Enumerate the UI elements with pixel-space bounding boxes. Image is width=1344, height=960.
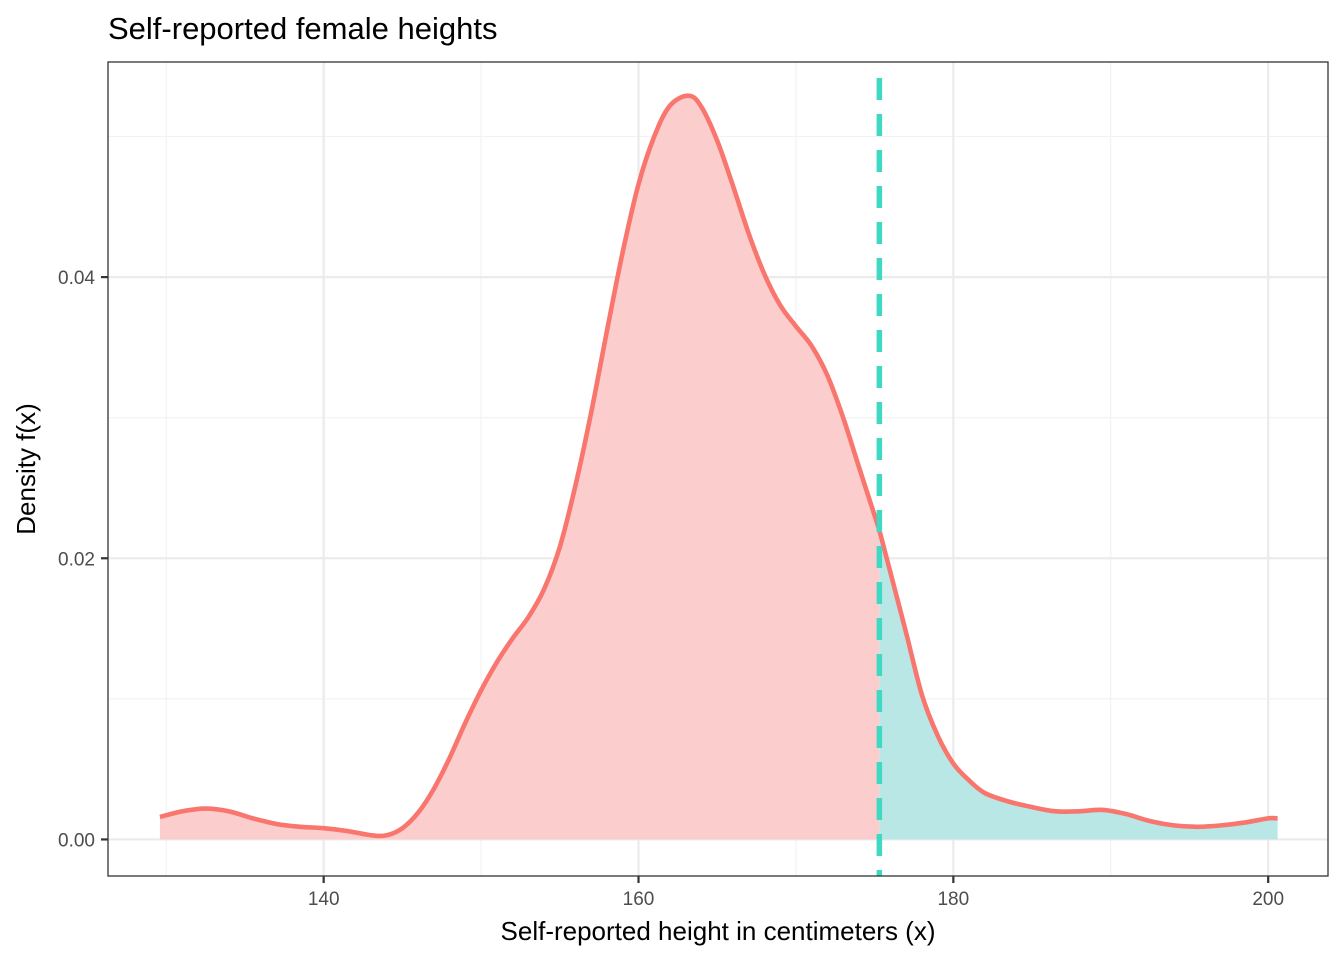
chart-title: Self-reported female heights: [108, 11, 497, 46]
density-fills: [159, 95, 1278, 840]
density-curve-above-cutoff: [877, 529, 1278, 830]
x-axis: 140 160 180 200: [308, 876, 1284, 910]
x-tick-label: 200: [1252, 889, 1284, 910]
density-curve-below-cutoff: [159, 93, 882, 839]
y-tick-label: 0.02: [58, 549, 95, 570]
density-curves: [159, 93, 1278, 839]
x-tick-label: 160: [623, 889, 655, 910]
x-axis-title: Self-reported height in centimeters (x): [501, 916, 936, 946]
area-below-cutoff: [159, 95, 880, 840]
area-above-cutoff: [879, 530, 1278, 840]
x-tick-label: 180: [937, 889, 969, 910]
y-axis-title: Density f(x): [11, 403, 41, 534]
y-axis: 0.00 0.02 0.04: [58, 268, 108, 851]
y-tick-label: 0.04: [58, 268, 95, 289]
panel-border: [107, 61, 1329, 877]
y-tick-label: 0.00: [58, 830, 95, 851]
x-tick-label: 140: [308, 889, 340, 910]
